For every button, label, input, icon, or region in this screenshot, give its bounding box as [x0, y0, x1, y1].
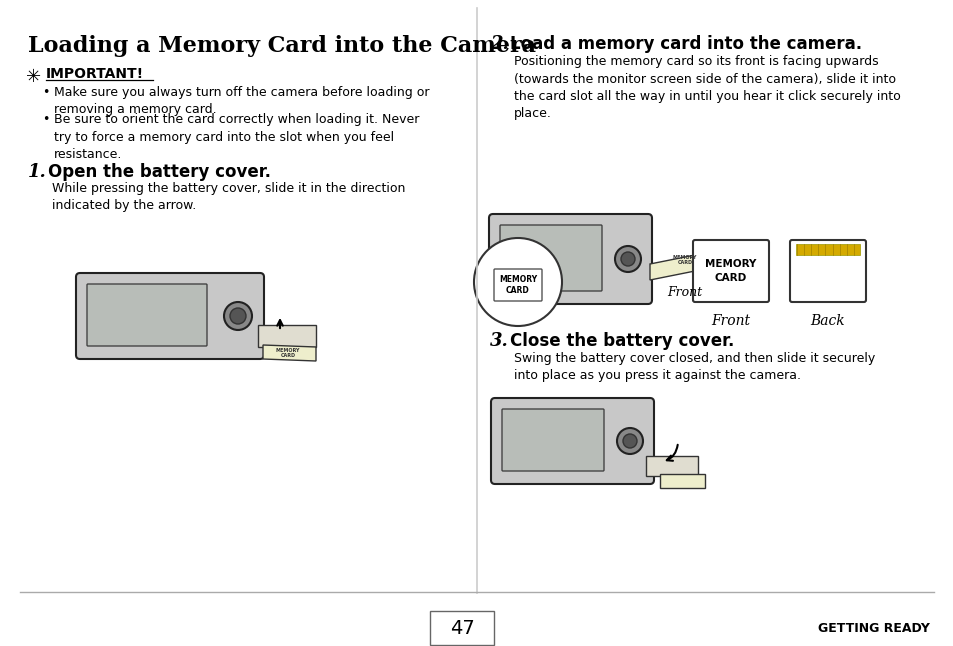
Circle shape [615, 246, 640, 272]
Text: Positioning the memory card so its front is facing upwards
(towards the monitor : Positioning the memory card so its front… [514, 55, 900, 121]
Text: •: • [42, 113, 50, 126]
Text: 3.: 3. [490, 332, 508, 350]
Text: 2.: 2. [490, 35, 508, 53]
FancyBboxPatch shape [87, 284, 207, 346]
FancyBboxPatch shape [692, 240, 768, 302]
Text: Open the battery cover.: Open the battery cover. [48, 163, 271, 181]
Circle shape [474, 238, 561, 326]
Bar [430, 611, 494, 645]
FancyBboxPatch shape [494, 269, 541, 301]
FancyBboxPatch shape [489, 214, 651, 304]
Text: Front: Front [711, 314, 750, 328]
Text: MEMORY
CARD: MEMORY CARD [704, 260, 756, 282]
Text: Swing the battery cover closed, and then slide it securely
into place as you pre: Swing the battery cover closed, and then… [514, 352, 874, 382]
Text: •: • [42, 86, 50, 99]
Text: While pressing the battery cover, slide it in the direction
indicated by the arr: While pressing the battery cover, slide … [52, 182, 405, 213]
FancyBboxPatch shape [501, 409, 603, 471]
Polygon shape [649, 250, 720, 280]
Bar [257, 325, 315, 347]
Circle shape [617, 428, 642, 454]
Text: 47: 47 [449, 620, 474, 638]
Text: Be sure to orient the card correctly when loading it. Never
try to force a memor: Be sure to orient the card correctly whe… [54, 113, 419, 161]
Circle shape [230, 308, 246, 324]
Polygon shape [695, 242, 707, 254]
Text: Back: Back [810, 314, 844, 328]
Text: ✳: ✳ [26, 68, 41, 86]
Bar [645, 456, 698, 476]
Circle shape [622, 434, 637, 448]
Bar [795, 244, 859, 255]
Text: Loading a Memory Card into the Camera: Loading a Memory Card into the Camera [28, 35, 536, 57]
Circle shape [620, 252, 635, 266]
Polygon shape [263, 345, 315, 361]
FancyBboxPatch shape [491, 398, 654, 484]
Text: MEMORY
CARD: MEMORY CARD [498, 275, 537, 295]
Text: Load a memory card into the camera.: Load a memory card into the camera. [510, 35, 862, 53]
Text: MEMORY
CARD: MEMORY CARD [672, 255, 697, 266]
Circle shape [224, 302, 252, 330]
Text: GETTING READY: GETTING READY [818, 621, 929, 634]
Text: 1.: 1. [28, 163, 47, 181]
Bar [659, 474, 704, 488]
FancyBboxPatch shape [789, 240, 865, 302]
Text: Close the battery cover.: Close the battery cover. [510, 332, 734, 350]
FancyBboxPatch shape [499, 225, 601, 291]
Text: MEMORY
CARD: MEMORY CARD [275, 348, 300, 359]
FancyBboxPatch shape [76, 273, 264, 359]
Text: Make sure you always turn off the camera before loading or
removing a memory car: Make sure you always turn off the camera… [54, 86, 429, 116]
Text: IMPORTANT!: IMPORTANT! [46, 67, 144, 81]
Text: Front: Front [667, 286, 701, 299]
